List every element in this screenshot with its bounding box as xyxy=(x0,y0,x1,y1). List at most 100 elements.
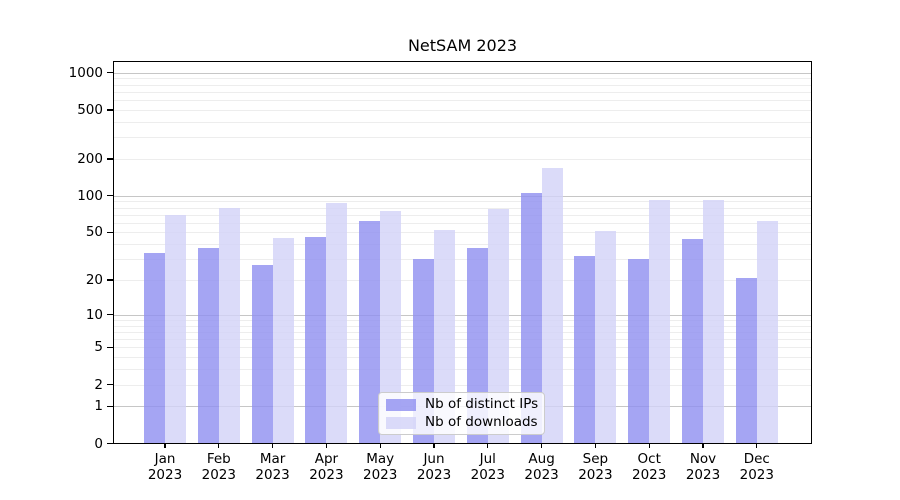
y-tick-label-100: 100 xyxy=(77,187,103,204)
bar-ips-apr xyxy=(305,236,327,444)
gridline-20 xyxy=(113,280,812,282)
gridline-80 xyxy=(113,207,812,209)
gridline-300 xyxy=(113,137,812,139)
gridline-800 xyxy=(113,84,812,86)
gridline-9 xyxy=(113,319,812,321)
x-tick-label-aug: Aug 2023 xyxy=(524,451,559,483)
x-tick-mark-may xyxy=(379,443,381,448)
plot-area xyxy=(113,61,812,444)
gridline-40 xyxy=(113,244,812,246)
x-tick-mark-mar xyxy=(271,443,274,448)
gridline-5 xyxy=(113,347,812,349)
legend-item-downloads: Nb of downloads xyxy=(379,414,544,431)
y-tick-mark-500 xyxy=(107,109,113,111)
legend-swatch-downloads xyxy=(386,416,416,429)
bar-downloads-oct xyxy=(649,199,671,444)
legend-label-downloads: Nb of downloads xyxy=(425,414,538,430)
x-tick-label-nov: Nov 2023 xyxy=(685,451,721,483)
bar-downloads-jun xyxy=(434,230,455,444)
y-tick-label-1: 1 xyxy=(94,398,103,415)
bar-ips-jan xyxy=(144,252,165,444)
x-tick-mark-sep xyxy=(594,443,597,448)
y-tick-mark-1 xyxy=(107,405,113,407)
bar-ips-sep xyxy=(574,255,596,444)
x-tick-mark-apr xyxy=(325,443,328,448)
gridline-70 xyxy=(113,214,812,216)
gridline-2 xyxy=(113,384,812,386)
legend-item-distinct-ips: Nb of distinct IPs xyxy=(379,396,544,413)
x-tick-label-mar: Mar 2023 xyxy=(255,451,290,483)
bar-ips-mar xyxy=(251,264,273,444)
x-tick-mark-dec xyxy=(756,443,758,448)
x-tick-label-apr: Apr 2023 xyxy=(309,451,344,483)
y-tick-mark-1000 xyxy=(107,72,113,74)
gridline-8 xyxy=(113,325,812,327)
gridline-500 xyxy=(113,109,812,111)
y-tick-mark-200 xyxy=(107,158,113,160)
bar-downloads-jan xyxy=(165,214,186,444)
bar-downloads-feb xyxy=(218,207,240,444)
x-tick-label-oct: Oct 2023 xyxy=(632,451,667,483)
bar-ips-may xyxy=(359,221,381,444)
gridline-90 xyxy=(113,201,812,203)
bar-downloads-mar xyxy=(272,238,294,444)
bar-downloads-apr xyxy=(326,202,348,444)
x-tick-label-feb: Feb 2023 xyxy=(201,451,236,483)
bar-ips-dec xyxy=(735,277,757,444)
y-tick-label-5: 5 xyxy=(94,339,103,356)
gridline-60 xyxy=(113,222,812,224)
bar-downloads-sep xyxy=(595,231,617,444)
bar-ips-feb xyxy=(197,248,219,444)
y-tick-label-500: 500 xyxy=(77,101,103,118)
bar-ips-nov xyxy=(682,239,703,444)
x-tick-mark-aug xyxy=(540,443,543,448)
y-tick-mark-2 xyxy=(107,383,113,386)
y-tick-label-50: 50 xyxy=(85,224,103,241)
gridline-200 xyxy=(113,158,812,160)
y-tick-mark-20 xyxy=(107,279,113,281)
bar-downloads-may xyxy=(380,211,402,444)
y-tick-mark-50 xyxy=(107,231,113,234)
bar-ips-oct xyxy=(628,259,650,444)
gridline-900 xyxy=(113,78,812,80)
y-tick-label-2: 2 xyxy=(94,376,103,393)
x-tick-label-jul: Jul 2023 xyxy=(470,451,505,483)
bar-ips-aug xyxy=(520,193,542,444)
chart-title: NetSAM 2023 xyxy=(407,36,518,55)
x-tick-label-dec: Dec 2023 xyxy=(739,451,774,483)
x-tick-mark-oct xyxy=(648,443,650,448)
y-tick-label-20: 20 xyxy=(85,272,103,289)
y-tick-label-200: 200 xyxy=(77,150,103,167)
x-tick-mark-feb xyxy=(218,443,220,448)
x-tick-mark-nov xyxy=(702,443,704,448)
x-tick-label-may: May 2023 xyxy=(363,451,398,483)
legend: Nb of distinct IPs Nb of downloads xyxy=(378,392,545,435)
y-tick-mark-100 xyxy=(107,195,113,197)
gridline-400 xyxy=(113,121,812,123)
x-tick-label-jun: Jun 2023 xyxy=(416,451,452,483)
gridline-1000 xyxy=(113,72,812,74)
legend-swatch-distinct-ips xyxy=(386,398,416,411)
y-tick-label-10: 10 xyxy=(85,306,103,323)
bar-downloads-nov xyxy=(703,200,724,444)
gridline-10 xyxy=(113,314,812,316)
x-tick-mark-jul xyxy=(487,443,489,448)
bar-downloads-dec xyxy=(756,221,778,444)
y-tick-mark-10 xyxy=(107,314,113,316)
x-tick-label-jan: Jan 2023 xyxy=(147,451,183,483)
gridline-3 xyxy=(113,369,812,371)
bar-downloads-aug xyxy=(541,167,563,444)
x-tick-mark-jan xyxy=(164,443,166,448)
gridline-50 xyxy=(113,232,812,234)
y-tick-label-0: 0 xyxy=(94,435,103,452)
gridline-4 xyxy=(113,357,812,359)
y-tick-label-1000: 1000 xyxy=(68,64,103,81)
x-tick-mark-jun xyxy=(433,443,435,448)
gridline-100 xyxy=(113,195,812,197)
y-tick-mark-5 xyxy=(107,346,113,349)
gridline-6 xyxy=(113,339,812,341)
y-tick-mark-0 xyxy=(107,442,113,445)
bar-downloads-jul xyxy=(487,209,509,444)
legend-label-distinct-ips: Nb of distinct IPs xyxy=(425,396,539,412)
